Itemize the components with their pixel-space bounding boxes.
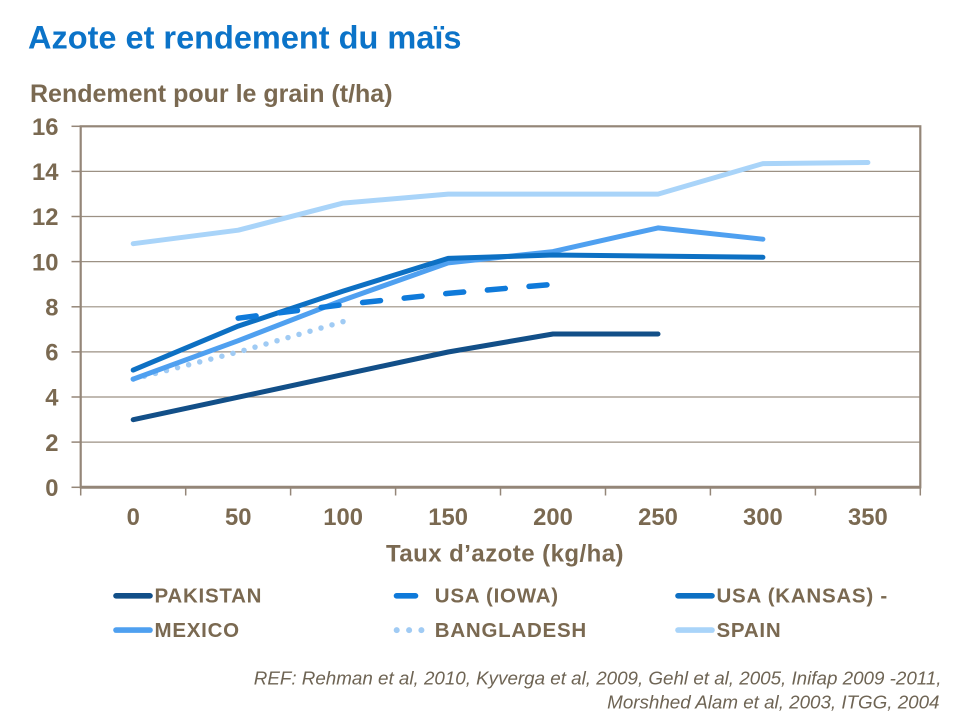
svg-text:100: 100 xyxy=(323,504,363,531)
svg-text:USA (IOWA): USA (IOWA) xyxy=(435,585,559,608)
svg-text:BANGLADESH: BANGLADESH xyxy=(435,619,587,642)
svg-text:14: 14 xyxy=(32,159,59,186)
svg-text:Azote et rendement du maïs: Azote et rendement du maïs xyxy=(28,20,461,56)
svg-text:4: 4 xyxy=(45,385,59,412)
svg-text:Morshhed Alam et al, 2003, ITG: Morshhed Alam et al, 2003, ITGG, 2004 xyxy=(607,691,939,712)
svg-text:PAKISTAN: PAKISTAN xyxy=(155,585,263,608)
svg-text:REF: Rehman et al, 2010, Kyver: REF: Rehman et al, 2010, Kyverga et al, … xyxy=(254,667,942,688)
svg-text:USA (KANSAS) -: USA (KANSAS) - xyxy=(717,585,888,608)
svg-text:10: 10 xyxy=(32,249,58,276)
svg-text:MEXICO: MEXICO xyxy=(155,619,240,642)
svg-text:200: 200 xyxy=(533,504,573,531)
svg-text:250: 250 xyxy=(638,504,678,531)
svg-text:6: 6 xyxy=(45,340,58,367)
svg-text:Rendement pour le grain (t/ha): Rendement pour le grain (t/ha) xyxy=(30,80,393,108)
svg-text:16: 16 xyxy=(32,114,58,141)
svg-text:300: 300 xyxy=(743,504,783,531)
svg-text:0: 0 xyxy=(45,475,58,502)
svg-text:150: 150 xyxy=(428,504,468,531)
svg-text:8: 8 xyxy=(45,295,58,322)
svg-text:2: 2 xyxy=(45,430,58,457)
svg-text:350: 350 xyxy=(848,504,888,531)
svg-text:12: 12 xyxy=(32,204,58,231)
svg-text:0: 0 xyxy=(127,504,140,531)
svg-text:50: 50 xyxy=(225,504,251,531)
svg-text:Taux d’azote (kg/ha): Taux d’azote (kg/ha) xyxy=(386,540,624,567)
svg-text:SPAIN: SPAIN xyxy=(717,619,782,642)
